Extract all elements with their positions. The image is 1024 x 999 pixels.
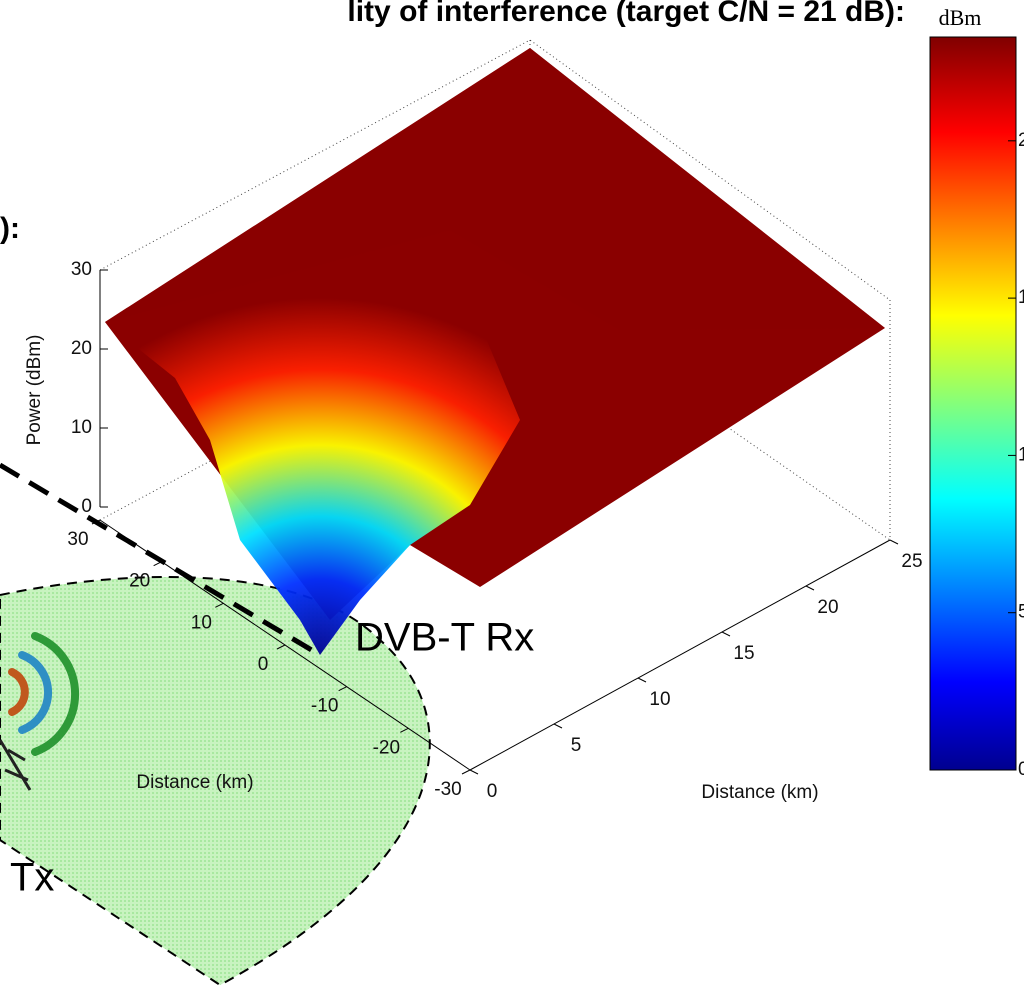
y-tick xyxy=(215,602,224,608)
z-tick-label: 10 xyxy=(71,417,92,438)
y-tick xyxy=(338,686,347,692)
x-tick xyxy=(637,677,647,683)
y-tick-label: 10 xyxy=(191,612,212,633)
y-tick xyxy=(91,519,101,525)
x-tick xyxy=(721,631,731,637)
left-fragment: ): xyxy=(0,212,20,245)
z-axis-label: Power (dBm) xyxy=(24,335,45,446)
y-tick xyxy=(276,644,286,650)
title: lity of interference (target C/N = 21 dB… xyxy=(347,0,905,28)
z-tick-label: 30 xyxy=(71,259,92,280)
colorbar xyxy=(929,36,1017,771)
y-tick xyxy=(153,561,162,567)
x-tick-label: 10 xyxy=(649,689,670,710)
x-axis xyxy=(469,539,891,771)
x-tick xyxy=(805,585,815,591)
surface-funnel xyxy=(105,240,520,655)
y-tick-label: -20 xyxy=(373,737,400,758)
colorbar-tick-label: 10 xyxy=(1018,444,1024,465)
y-axis-label: Distance (km) xyxy=(136,772,253,793)
x-tick xyxy=(469,769,479,775)
y-tick-label: 0 xyxy=(258,654,269,675)
colorbar-tick-label: 5 xyxy=(1018,602,1024,623)
x-axis-label: Distance (km) xyxy=(701,782,818,803)
tx-label: Tx xyxy=(10,856,54,900)
coverage-area xyxy=(0,576,431,987)
y-tick-label: 30 xyxy=(67,529,88,550)
z-tick-label: 20 xyxy=(71,338,92,359)
rx-label: DVB-T Rx xyxy=(355,616,534,660)
y-tick-label: -10 xyxy=(311,696,338,717)
y-tick-label: -30 xyxy=(434,779,461,800)
x-tick-label: 15 xyxy=(733,643,754,664)
x-tick-label: 20 xyxy=(817,597,838,618)
tower xyxy=(0,739,32,791)
y-tick-label: 20 xyxy=(129,571,150,592)
x-tick-label: 0 xyxy=(487,781,498,802)
x-tick-label: 5 xyxy=(571,735,582,756)
colorbar-label: dBm xyxy=(939,5,982,30)
y-tick xyxy=(400,727,409,733)
colorbar-tick-label: 20 xyxy=(1018,130,1024,151)
x-tick xyxy=(553,723,563,729)
z-tick-label: 0 xyxy=(81,496,92,517)
colorbar-tick-label: 0 xyxy=(1018,759,1024,780)
y-tick xyxy=(461,769,471,775)
tx-icon xyxy=(8,632,80,756)
surface-shade xyxy=(105,48,885,330)
colorbar-tick-label: 15 xyxy=(1018,287,1024,308)
x-tick xyxy=(889,539,899,545)
x-tick-label: 25 xyxy=(901,551,922,572)
